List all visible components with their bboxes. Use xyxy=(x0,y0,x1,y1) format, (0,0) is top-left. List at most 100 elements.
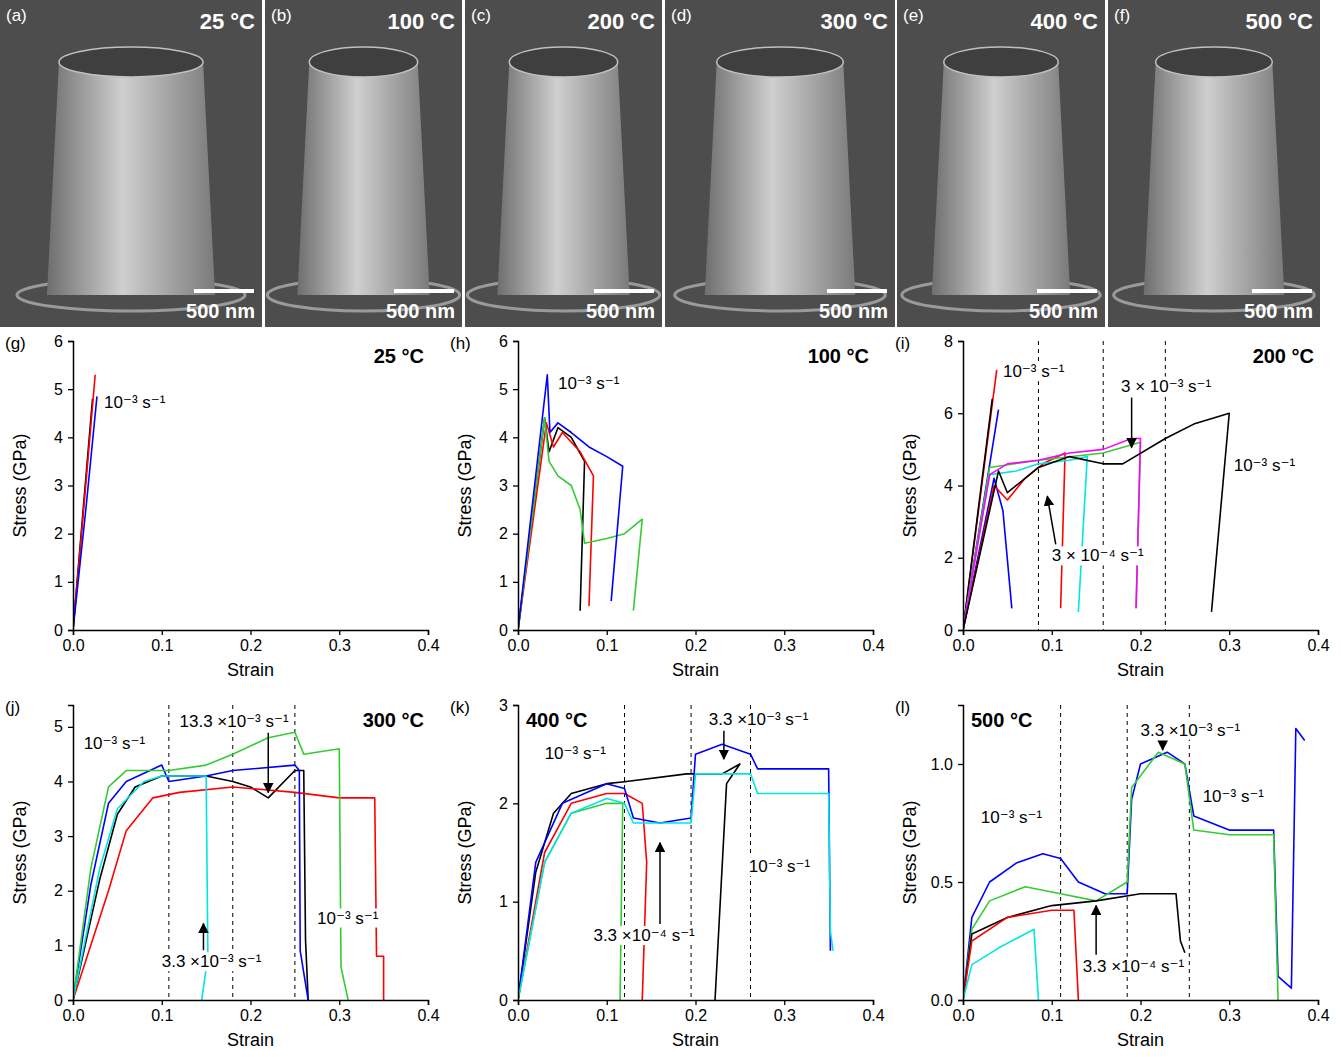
pillar-top xyxy=(59,47,203,77)
label-patch xyxy=(543,744,609,763)
tick-label: 0.2 xyxy=(1130,1007,1152,1024)
axis-line xyxy=(513,706,519,1001)
tick-label: 0 xyxy=(499,622,508,639)
tick: 0.3 xyxy=(774,1000,796,1024)
tick-mark xyxy=(784,1000,785,1005)
annotation-arrow xyxy=(1131,398,1133,448)
tick-label: 0.3 xyxy=(774,1007,796,1024)
image-label: 100 °C xyxy=(387,9,455,34)
x-axis: 0.00.10.20.30.4 xyxy=(507,1000,884,1024)
tick-label: 0.3 xyxy=(1219,1007,1241,1024)
scale-bar xyxy=(1037,289,1097,293)
chart-panel: 0.00.10.20.30.4012345StrainStress (GPa)(… xyxy=(5,698,440,1050)
data-line xyxy=(963,752,1278,1000)
tick: 4 xyxy=(944,477,963,494)
annotation-text: 10⁻³ s⁻¹ xyxy=(1203,787,1265,806)
tick-mark xyxy=(162,630,163,635)
tick-label: 0.2 xyxy=(685,637,707,654)
image-label: 25 °C xyxy=(200,9,255,34)
tick-label: 2 xyxy=(499,795,508,812)
annotation-arrow xyxy=(1095,906,1097,955)
data-line xyxy=(518,375,623,630)
tick: 0.3 xyxy=(329,630,351,654)
tick: 5 xyxy=(54,381,73,398)
annotation: 10⁻³ s⁻¹ xyxy=(747,857,813,876)
reference-line xyxy=(750,705,751,1000)
scale-bar-label: 500 nm xyxy=(1244,300,1313,322)
tick-mark xyxy=(68,945,73,946)
annotation-text: 10⁻³ s⁻¹ xyxy=(558,374,620,393)
tick-label: 1 xyxy=(54,573,63,590)
data-line xyxy=(73,732,348,1000)
pillar-top xyxy=(509,47,617,77)
reference-line xyxy=(1060,705,1061,1000)
tick: 0 xyxy=(54,622,73,639)
annotation: 10⁻³ s⁻¹ xyxy=(543,744,609,763)
tick: 0.3 xyxy=(1219,1000,1241,1024)
panel-letter: (b) xyxy=(271,6,292,25)
tick-label: 0 xyxy=(54,992,63,1009)
tick: 0.4 xyxy=(862,630,884,654)
tick-mark xyxy=(695,630,696,635)
tick: 3 xyxy=(54,477,73,494)
panel-letter: (l) xyxy=(895,698,910,717)
annotation-arrow xyxy=(268,733,270,793)
tick-label: 0.4 xyxy=(862,637,884,654)
scale-bar xyxy=(827,289,887,293)
chart-title: 400 °C xyxy=(526,709,587,731)
tick: 0.4 xyxy=(1307,630,1329,654)
tick-mark xyxy=(162,1000,163,1005)
data-line xyxy=(518,418,642,630)
tick-label: 3 xyxy=(54,828,63,845)
tick-label: 0 xyxy=(54,622,63,639)
tick-mark xyxy=(1318,630,1319,635)
axis-line xyxy=(68,706,74,1001)
tick-mark xyxy=(958,341,963,342)
annotation: 3 × 10⁻⁴ s⁻¹ xyxy=(1047,496,1146,565)
annotation-text: 3.3 ×10⁻³ s⁻¹ xyxy=(162,952,262,971)
tick-mark xyxy=(250,1000,251,1005)
tick-label: 0.2 xyxy=(240,1007,262,1024)
label-patch xyxy=(747,857,813,876)
tick: 1 xyxy=(499,893,518,910)
y-axis: 0123 xyxy=(499,697,518,1009)
tick: 6 xyxy=(499,333,518,350)
panel-letter: (i) xyxy=(895,334,910,353)
tick-label: 0.4 xyxy=(862,1007,884,1024)
annotation-text: 3.3 ×10⁻³ s⁻¹ xyxy=(1141,721,1241,740)
tick-label: 4 xyxy=(499,429,508,446)
image-background xyxy=(665,0,895,327)
tick-mark xyxy=(607,630,608,635)
scale-bar-label: 500 nm xyxy=(186,300,255,322)
tick-label: 4 xyxy=(54,773,63,790)
pillar-body xyxy=(1144,62,1285,295)
data-line xyxy=(963,442,1141,630)
annotation: 3.3 ×10⁻⁴ s⁻¹ xyxy=(1081,906,1187,976)
chart-panel: 0.00.10.20.30.402468StrainStress (GPa)(i… xyxy=(895,333,1330,680)
tick-mark xyxy=(958,1000,963,1001)
pillar-body xyxy=(497,62,629,295)
tick: 2 xyxy=(499,525,518,542)
scale-bar xyxy=(594,289,654,293)
tick: 0.4 xyxy=(417,630,439,654)
annotation-text: 10⁻³ s⁻¹ xyxy=(1003,362,1065,381)
tick: 0.0 xyxy=(507,630,529,654)
image-label: 200 °C xyxy=(587,9,655,34)
panel-letter: (f) xyxy=(1114,6,1130,25)
pillar-top xyxy=(717,47,844,77)
reference-line xyxy=(624,705,625,1000)
annotation-text: 3.3 ×10⁻³ s⁻¹ xyxy=(709,710,809,729)
data-line xyxy=(73,396,97,630)
tick-mark xyxy=(958,413,963,414)
label-patch xyxy=(1201,787,1267,806)
tick-mark xyxy=(68,437,73,438)
tick-label: 2 xyxy=(499,525,508,542)
annotation: 10⁻³ s⁻¹ xyxy=(82,734,148,753)
axis-line xyxy=(519,631,874,636)
tick: 0.1 xyxy=(1041,630,1063,654)
chart-title: 200 °C xyxy=(1253,345,1314,367)
tick-mark xyxy=(784,630,785,635)
x-axis-title: Strain xyxy=(1117,1030,1164,1050)
tick: 8 xyxy=(944,333,963,350)
tick-label: 0.1 xyxy=(1041,637,1063,654)
